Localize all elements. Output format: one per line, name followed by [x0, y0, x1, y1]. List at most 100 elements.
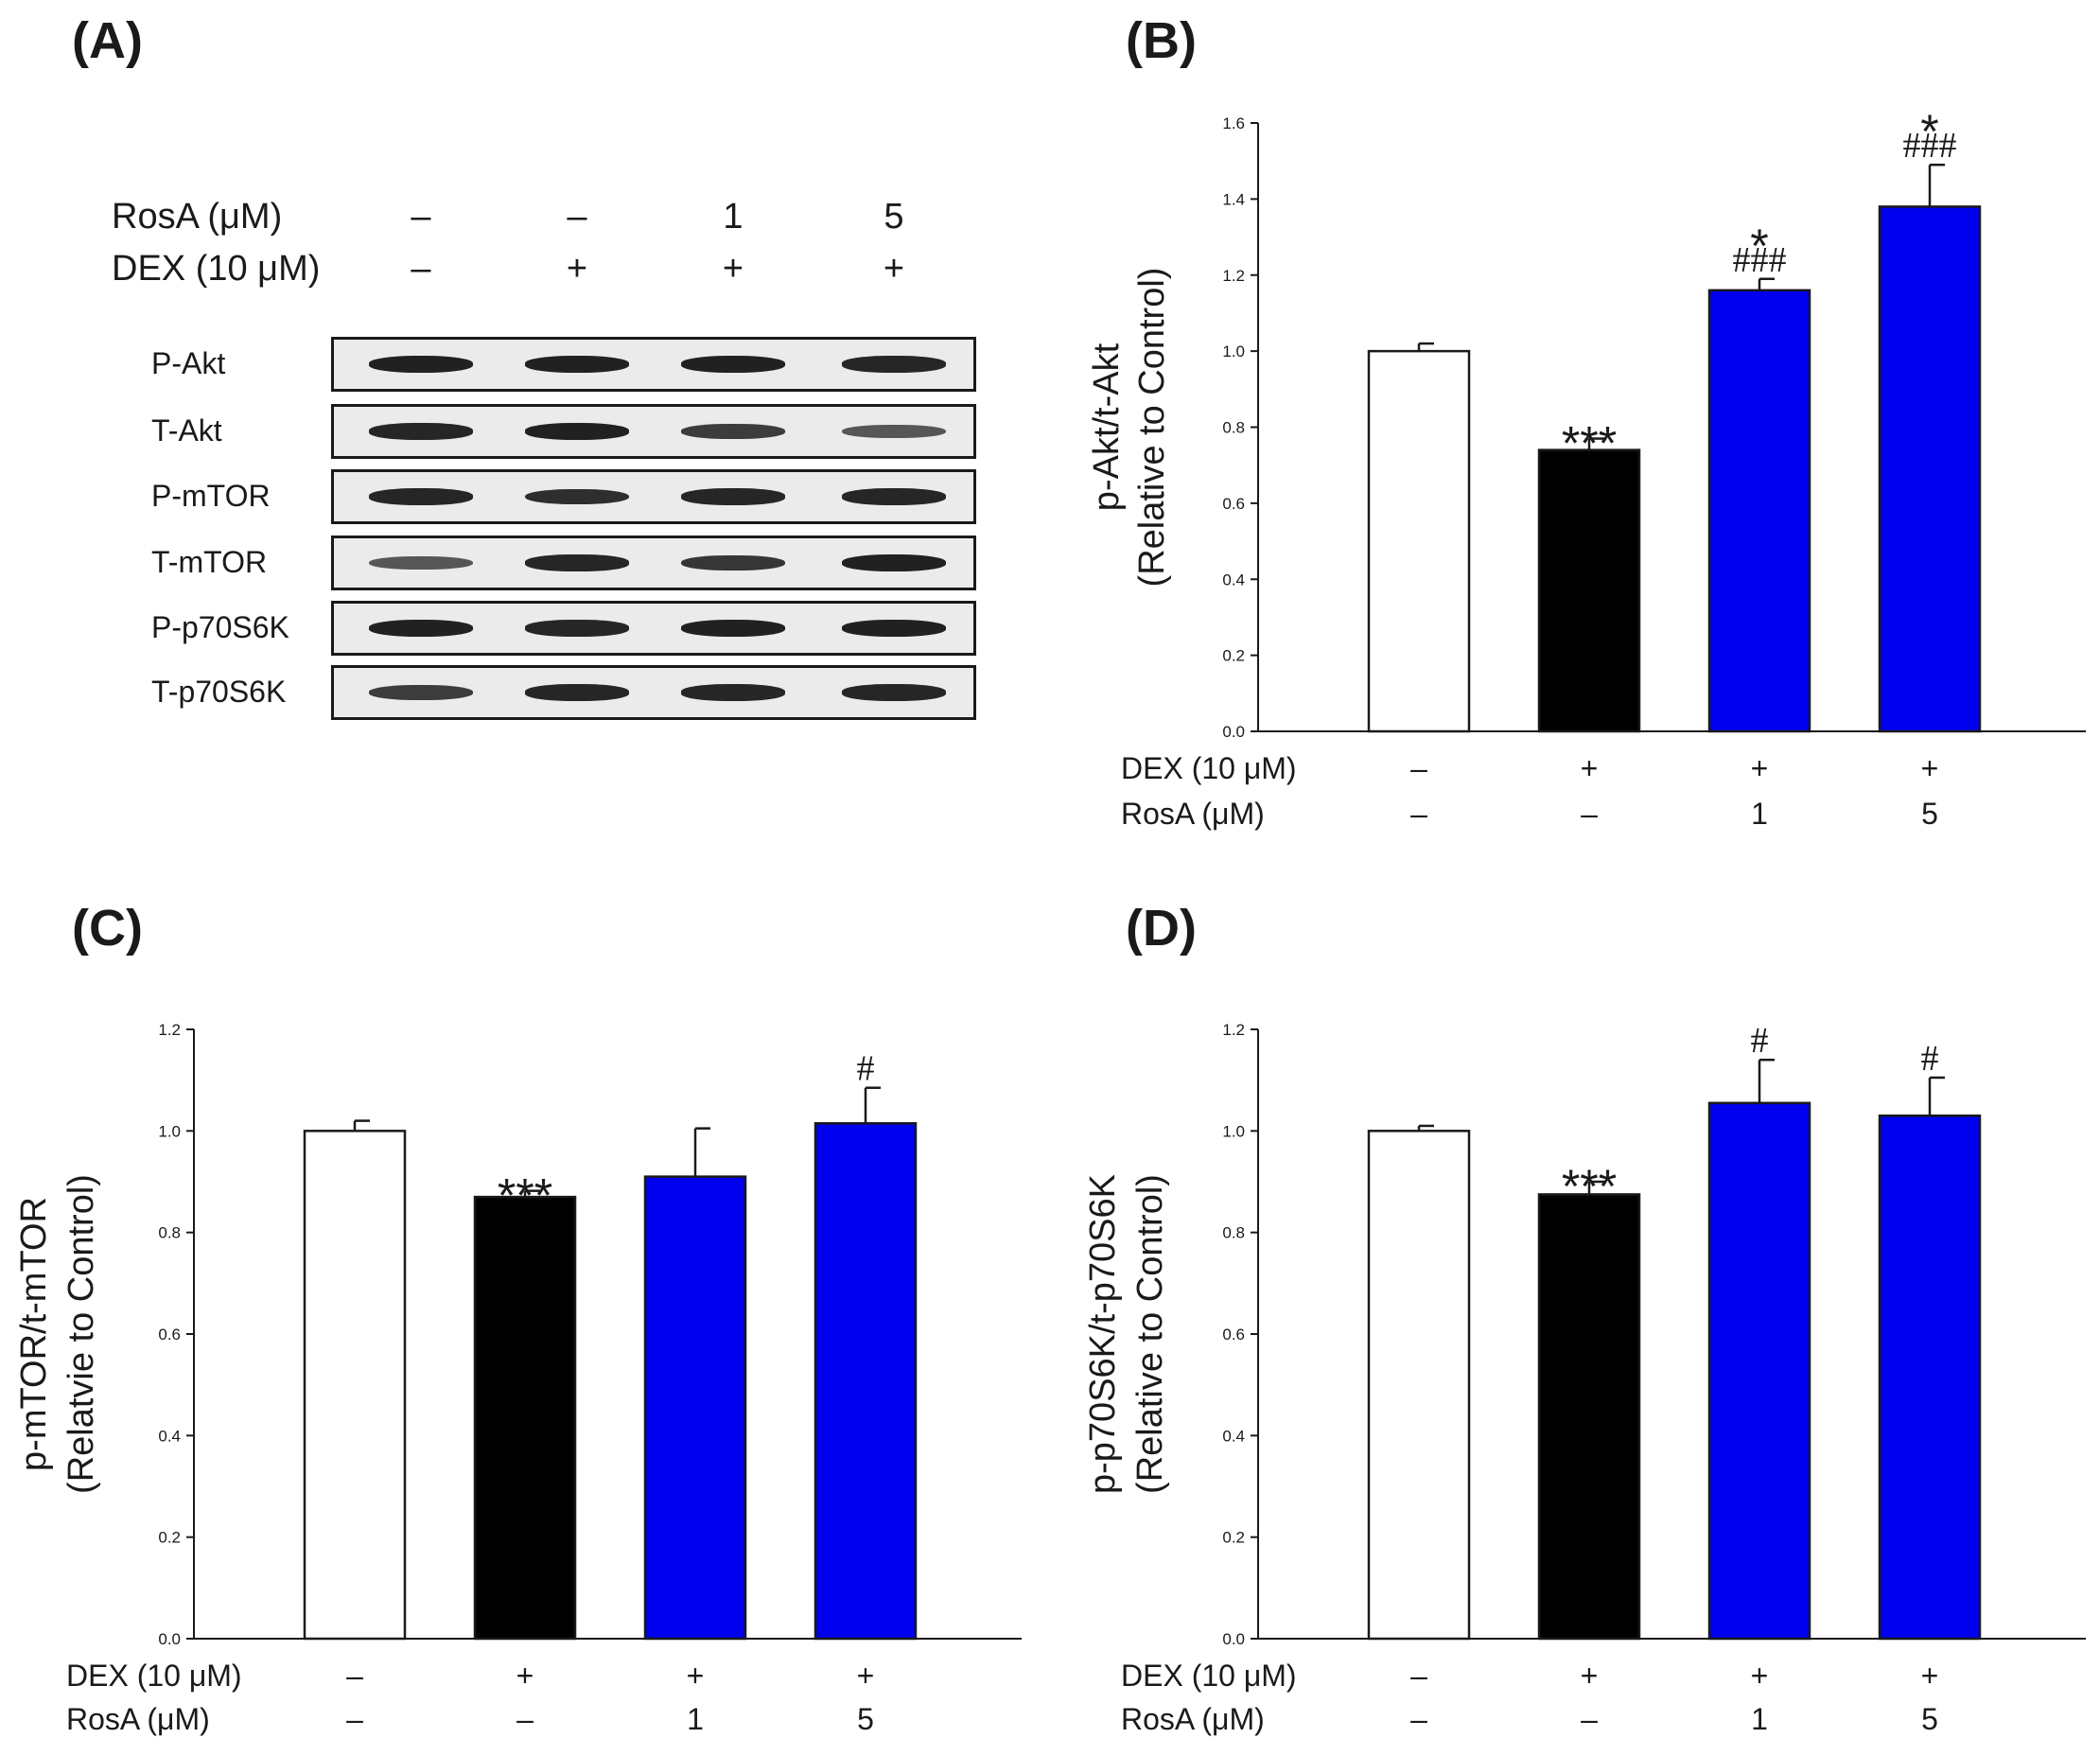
blot-band — [681, 424, 785, 439]
blot-header-label: DEX (10 μM) — [112, 249, 321, 289]
blot-row-label: P-p70S6K — [151, 610, 289, 644]
blot-header-value: + — [883, 249, 905, 289]
significance-label: # — [857, 1049, 875, 1089]
blot-band — [842, 684, 946, 701]
blot-header-label: RosA (μM) — [112, 197, 283, 237]
blot-band — [681, 488, 785, 505]
blot-row-label: T-p70S6K — [151, 675, 287, 709]
blot-band — [369, 555, 473, 571]
condition-label: RosA (μM) — [1121, 797, 1265, 831]
y-tick-label: 0.8 — [1222, 1224, 1245, 1242]
y-axis-label-secondary: (Relative to Control) — [1130, 1174, 1170, 1494]
condition-value: + — [1921, 1659, 1939, 1693]
y-tick-label: 1.0 — [1222, 342, 1245, 360]
blot-band — [369, 620, 473, 637]
significance-label: *** — [1562, 1160, 1617, 1213]
bar — [1537, 448, 1641, 733]
chart-p-p70s6k: 0.0 0.2 0.4 0.6 0.8 1.0 1.2 p-p70S6K/t-p70S6K (R… — [1083, 1021, 2086, 1736]
significance-label: * — [1920, 105, 1938, 158]
condition-value: + — [1581, 751, 1599, 785]
bar — [1367, 1130, 1471, 1641]
bar — [473, 1195, 577, 1641]
blot-header-value: + — [566, 249, 588, 289]
blot-band — [525, 423, 629, 440]
significance-label: ### — [1733, 240, 1787, 280]
y-tick-label: 0.4 — [1222, 571, 1245, 588]
y-tick-label: 0.2 — [1222, 647, 1245, 665]
blot-header-value: 1 — [723, 197, 744, 237]
chart-p-mtor: 0.0 0.2 0.4 0.6 0.8 1.0 1.2 p-mTOR/t-mTOR (Relat… — [14, 1021, 1022, 1736]
y-tick-label: 0.2 — [158, 1529, 181, 1547]
condition-value: + — [1751, 751, 1769, 785]
condition-value: – — [1410, 1702, 1427, 1736]
blot-band — [525, 684, 629, 701]
blot-header-value: – — [411, 197, 431, 237]
condition-label: RosA (μM) — [1121, 1702, 1265, 1736]
condition-value: + — [857, 1659, 875, 1693]
blot-header-value: 5 — [884, 197, 904, 237]
blot-band — [681, 554, 785, 571]
condition-value: – — [1410, 797, 1427, 831]
y-axis-label: p-p70S6K/t-p70S6K — [1083, 1174, 1123, 1494]
condition-value: – — [516, 1702, 534, 1736]
y-tick-label: 1.4 — [1222, 190, 1245, 208]
blot-row-label: T-Akt — [151, 413, 222, 448]
condition-value: + — [516, 1659, 534, 1693]
y-axis-label: p-mTOR/t-mTOR — [14, 1197, 54, 1471]
significance-label: ### — [1903, 126, 1957, 166]
blot-header-value: – — [567, 197, 587, 237]
condition-value: 5 — [1921, 797, 1938, 831]
blot-band — [525, 620, 629, 637]
panel-label-a: (A) — [72, 12, 143, 69]
blot-band — [369, 356, 473, 373]
blot-band — [842, 356, 946, 373]
significance-label: # — [1921, 1039, 1939, 1079]
y-tick-label: 0.2 — [1222, 1529, 1245, 1547]
blot-header-value: + — [722, 249, 744, 289]
y-axis-label-secondary: (Relatvie to Control) — [61, 1174, 101, 1494]
y-tick-label: 0.0 — [158, 1630, 181, 1648]
condition-value: – — [1581, 1702, 1598, 1736]
bar — [1707, 289, 1811, 733]
blot-band — [681, 620, 785, 637]
significance-label: * — [1750, 220, 1768, 272]
significance-label: *** — [1562, 417, 1617, 470]
y-tick-label: 1.2 — [158, 1021, 181, 1039]
blot-row-label: T-mTOR — [151, 545, 268, 579]
condition-value: 5 — [1921, 1702, 1938, 1736]
condition-value: – — [1410, 751, 1427, 785]
bar — [1878, 1114, 1982, 1641]
bar — [303, 1130, 407, 1641]
bar — [643, 1175, 747, 1641]
chart-p-akt: 0.0 0.2 0.4 0.6 0.8 1.0 1.2 1.4 1.6 p-Akt/t-Akt (R… — [1087, 105, 2086, 831]
y-tick-label: 0.8 — [1222, 419, 1245, 437]
blot-band — [842, 554, 946, 571]
blot-band — [525, 356, 629, 373]
condition-value: 5 — [857, 1702, 874, 1736]
blot-band — [842, 620, 946, 637]
bar — [1367, 349, 1471, 733]
y-axis-label-secondary: (Relative to Control) — [1132, 268, 1172, 588]
condition-value: 1 — [1751, 797, 1768, 831]
y-tick-label: 0.6 — [158, 1326, 181, 1343]
blot-band — [842, 488, 946, 505]
condition-value: 1 — [1751, 1702, 1768, 1736]
blot-header-value: – — [411, 249, 431, 289]
y-axis-label: p-Akt/t-Akt — [1087, 342, 1127, 511]
condition-value: + — [1581, 1659, 1599, 1693]
y-tick-label: 0.4 — [158, 1427, 181, 1445]
condition-label: RosA (μM) — [66, 1702, 210, 1736]
blot-band — [525, 554, 629, 571]
condition-value: + — [1921, 751, 1939, 785]
blot-band — [369, 685, 473, 700]
panel-label-c: (C) — [72, 900, 143, 957]
blot-band — [681, 684, 785, 701]
condition-value: – — [1410, 1659, 1427, 1693]
y-tick-label: 1.0 — [1222, 1122, 1245, 1140]
condition-value: 1 — [687, 1702, 704, 1736]
y-tick-label: 1.2 — [1222, 1021, 1245, 1039]
y-tick-label: 0.6 — [1222, 1326, 1245, 1343]
bar — [814, 1122, 918, 1641]
condition-label: DEX (10 μM) — [66, 1659, 242, 1693]
condition-value: + — [687, 1659, 705, 1693]
